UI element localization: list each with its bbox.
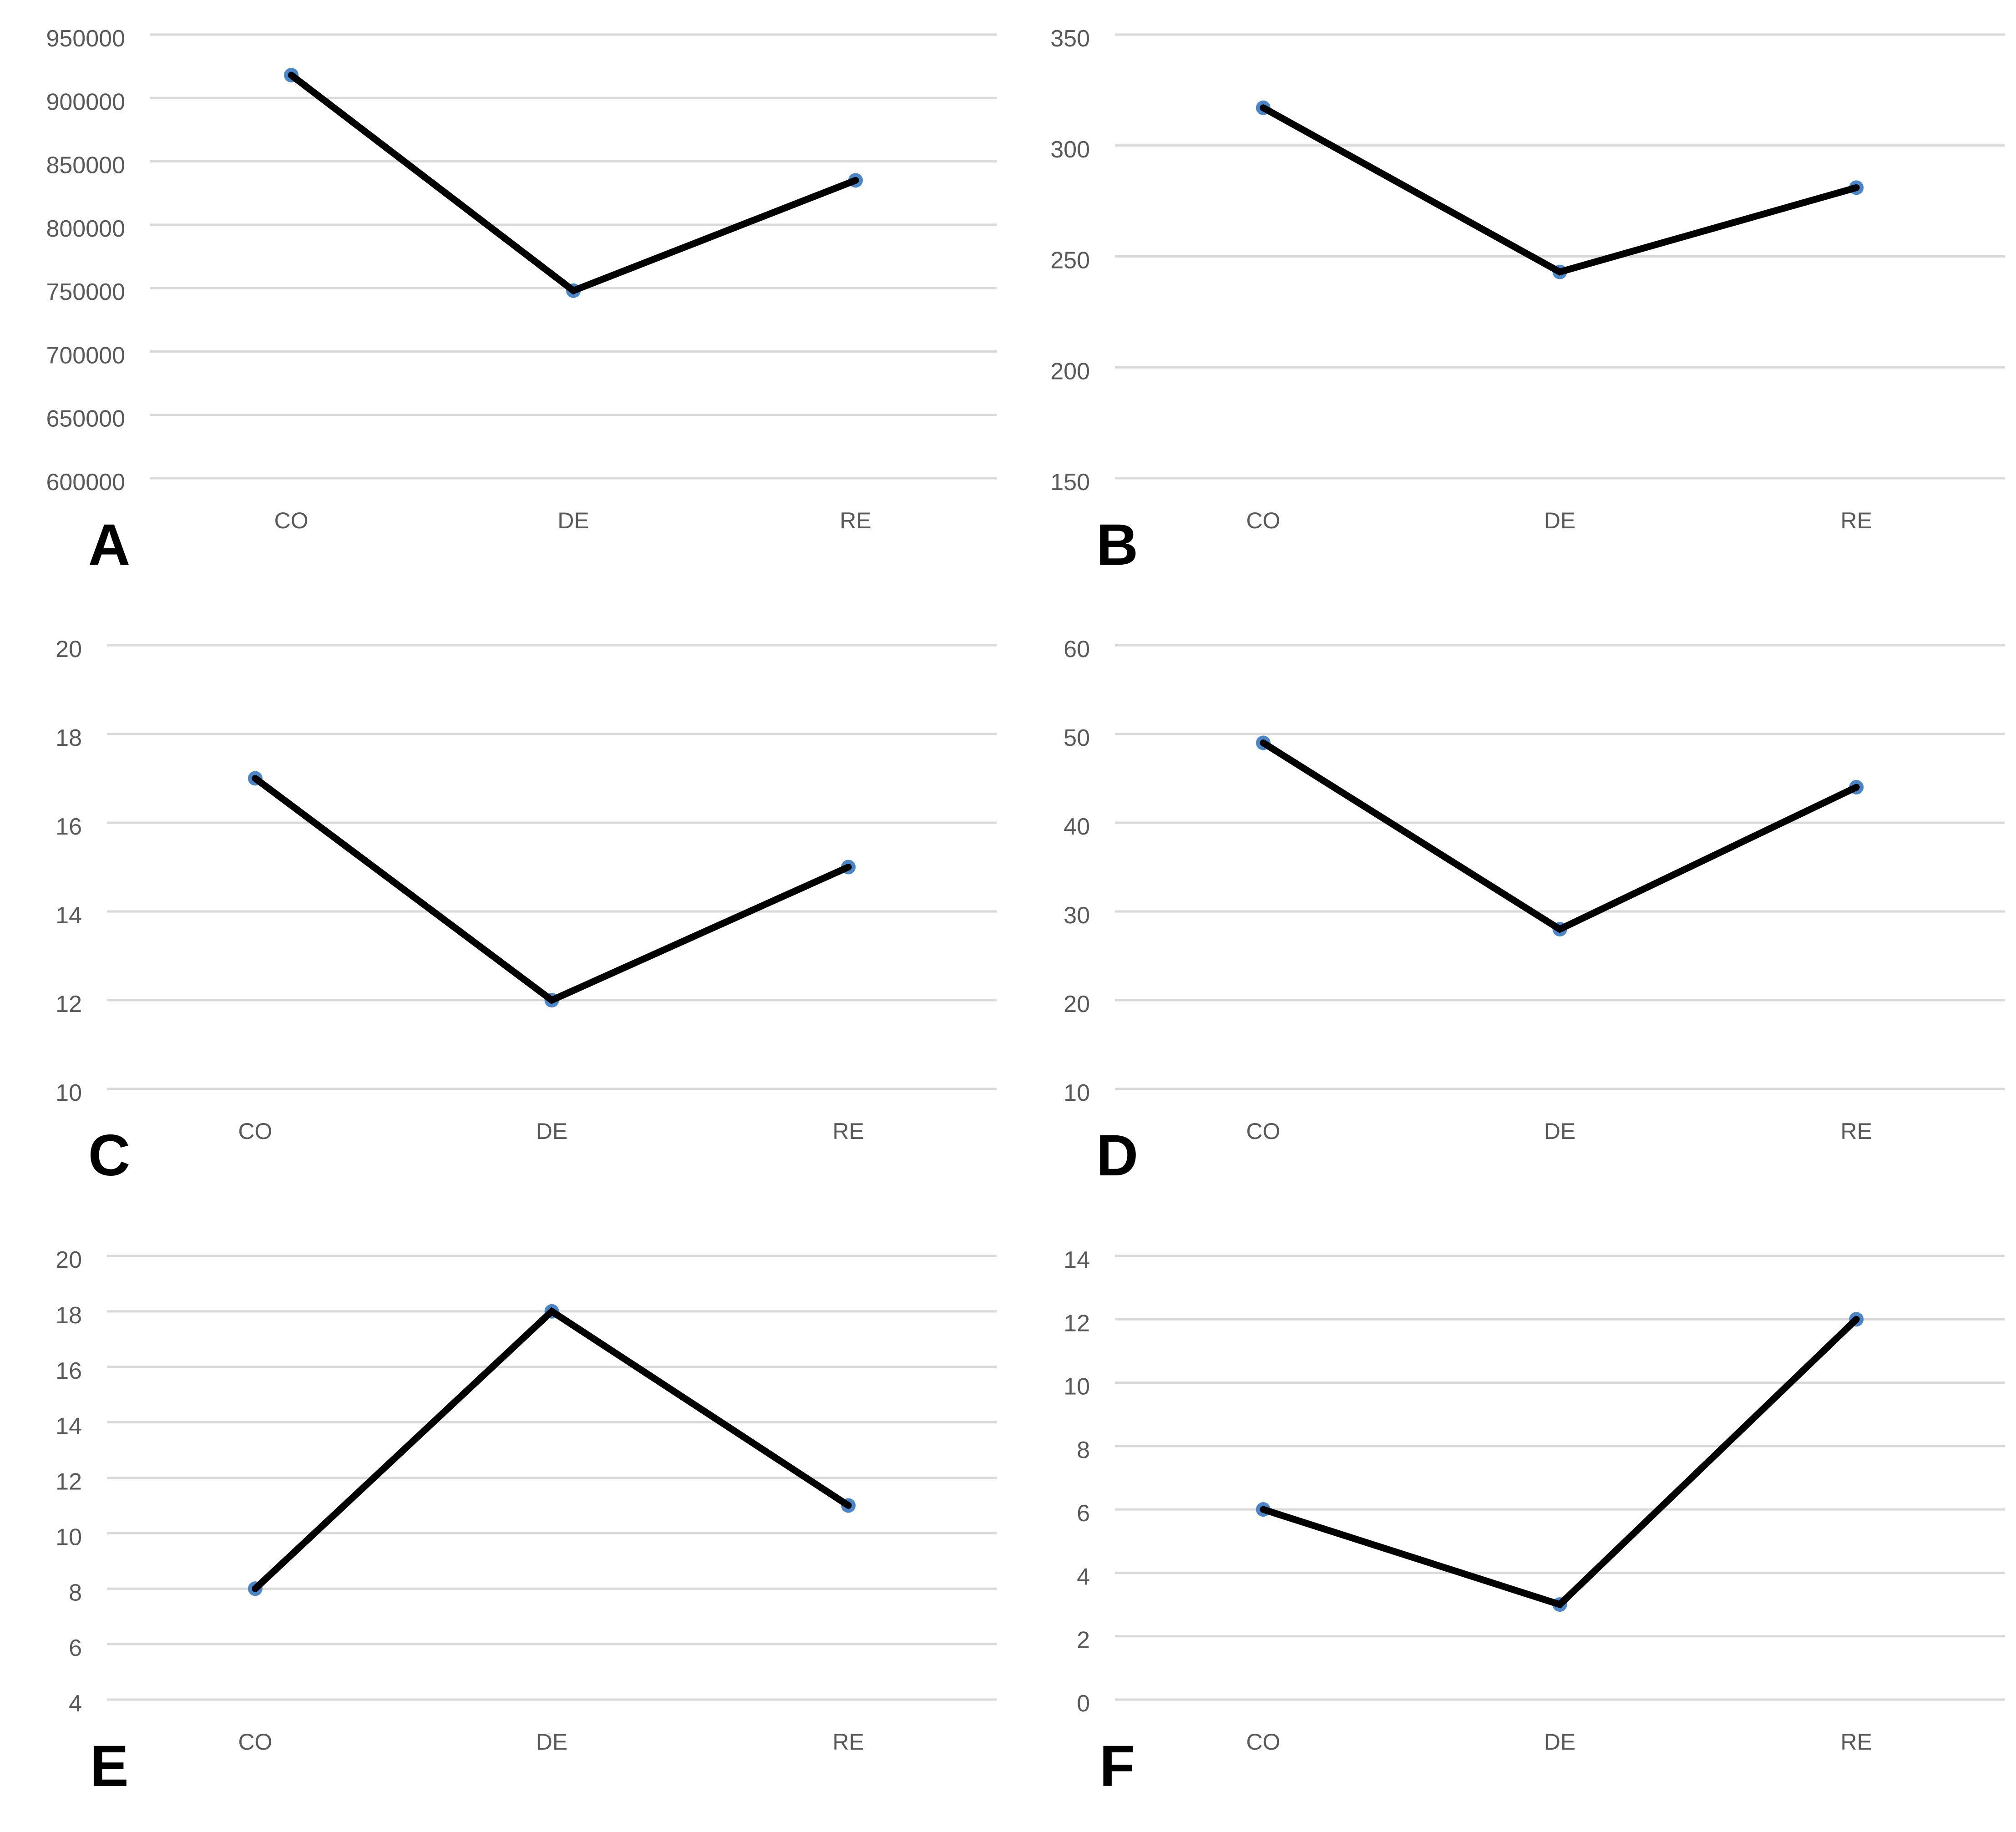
y-axis-tick-label: 30 (1064, 902, 1090, 929)
y-axis-tick-label: 700000 (46, 342, 125, 369)
y-axis-tick-label: 18 (56, 1302, 82, 1329)
chart-b-plot: 350 300 250 200 150 CO DE RE B (1050, 25, 2005, 577)
x-axis-category-label: RE (832, 1118, 864, 1144)
y-axis-tick-label: 14 (56, 1413, 82, 1440)
x-axis-category-label: CO (1246, 1729, 1280, 1755)
y-axis-tick-label: 14 (1064, 1247, 1090, 1273)
y-axis-tick-label: 12 (1064, 1310, 1090, 1336)
chart-panel-c: 20 18 16 14 12 10 CO DE RE C (18, 618, 1026, 1229)
x-axis-category-label: DE (1544, 1729, 1575, 1755)
y-axis-tick-label: 8 (1077, 1437, 1090, 1463)
y-axis-tick-label: 20 (56, 1247, 82, 1273)
chart-c-plot: 20 18 16 14 12 10 CO DE RE C (56, 636, 997, 1188)
chart-a-plot: 950000 900000 850000 800000 750000 700000 6500… (46, 25, 997, 577)
y-axis-tick-label: 2 (1077, 1627, 1090, 1654)
panel-letter-label: E (90, 1734, 128, 1799)
panel-letter-label: A (88, 512, 130, 577)
y-axis-tick-label: 10 (1064, 1080, 1090, 1106)
x-axis-category-label: CO (274, 508, 309, 533)
y-axis-tick-label: 10 (1064, 1374, 1090, 1400)
data-series-line (1260, 104, 1860, 276)
y-axis-tick-label: 850000 (46, 152, 125, 179)
y-axis-tick-label: 50 (1064, 725, 1090, 751)
panel-letter-label: B (1096, 512, 1138, 577)
chart-panel-b: 350 300 250 200 150 CO DE RE B (1026, 7, 2016, 618)
y-axis-tick-label: 800000 (46, 216, 125, 242)
y-axis-tick-label: 6 (69, 1635, 82, 1661)
data-series-line (1260, 1316, 1860, 1609)
x-axis-category-label: CO (1246, 1118, 1280, 1144)
y-axis-tick-label: 12 (56, 1469, 82, 1495)
y-axis-tick-label: 150 (1050, 469, 1090, 496)
y-axis-tick-label: 20 (56, 636, 82, 663)
y-axis-tick-label: 10 (56, 1080, 82, 1106)
chart-f-plot: 14 12 10 8 6 4 2 0 CO DE RE F (1064, 1247, 2005, 1799)
y-axis-tick-label: 350 (1050, 25, 1090, 52)
y-axis-tick-label: 750000 (46, 279, 125, 305)
y-axis-tick-label: 0 (1077, 1690, 1090, 1717)
y-axis-tick-label: 950000 (46, 25, 125, 52)
x-axis-category-label: CO (238, 1118, 272, 1144)
panel-letter-label: D (1096, 1123, 1138, 1188)
y-axis-tick-label: 20 (1064, 991, 1090, 1017)
x-axis-category-label: DE (557, 508, 589, 533)
y-axis-tick-label: 6 (1077, 1500, 1090, 1527)
y-axis-tick-label: 4 (1077, 1564, 1090, 1590)
y-axis-tick-label: 16 (56, 1358, 82, 1384)
panel-letter-label: F (1099, 1734, 1135, 1799)
y-axis-tick-label: 600000 (46, 469, 125, 496)
x-axis-category-label: CO (1246, 508, 1280, 533)
y-axis-tick-label: 250 (1050, 248, 1090, 274)
y-axis-tick-label: 4 (69, 1690, 82, 1717)
x-axis-category-label: DE (1544, 508, 1575, 533)
data-series-line (252, 1307, 852, 1592)
chart-panel-d: 60 50 40 30 20 10 CO DE RE D (1026, 618, 2016, 1229)
chart-e-plot: 20 18 16 14 12 10 8 6 4 CO DE RE E (56, 1247, 997, 1799)
chart-d-plot: 60 50 40 30 20 10 CO DE RE D (1064, 636, 2005, 1188)
x-axis-category-label: DE (536, 1729, 567, 1755)
x-axis-category-label: DE (536, 1118, 567, 1144)
y-axis-tick-label: 650000 (46, 406, 125, 432)
y-axis-tick-label: 16 (56, 814, 82, 840)
x-axis-category-label: RE (1840, 1118, 1872, 1144)
x-axis-category-label: DE (1544, 1118, 1575, 1144)
panel-letter-label: C (88, 1123, 130, 1188)
chart-panel-f: 14 12 10 8 6 4 2 0 CO DE RE F (1026, 1229, 2016, 1832)
y-axis-tick-label: 300 (1050, 137, 1090, 163)
x-axis-category-label: RE (840, 508, 871, 533)
chart-panel-e: 20 18 16 14 12 10 8 6 4 CO DE RE E (18, 1229, 1026, 1832)
y-axis-tick-label: 200 (1050, 358, 1090, 385)
y-axis-tick-label: 10 (56, 1524, 82, 1550)
data-series-line (252, 775, 852, 1004)
y-axis-tick-label: 900000 (46, 89, 125, 115)
data-series-line (1260, 739, 1860, 933)
data-series-line (288, 71, 859, 295)
x-axis-category-label: RE (1840, 1729, 1872, 1755)
y-axis-tick-label: 8 (69, 1579, 82, 1606)
y-axis-tick-label: 60 (1064, 636, 1090, 663)
y-axis-tick-label: 14 (56, 902, 82, 929)
y-axis-tick-label: 12 (56, 991, 82, 1017)
y-axis-tick-label: 18 (56, 725, 82, 751)
x-axis-category-label: RE (1840, 508, 1872, 533)
chart-panel-a: 950000 900000 850000 800000 750000 700000 6500… (18, 7, 1026, 618)
x-axis-category-label: CO (238, 1729, 272, 1755)
x-axis-category-label: RE (832, 1729, 864, 1755)
y-axis-tick-label: 40 (1064, 814, 1090, 840)
